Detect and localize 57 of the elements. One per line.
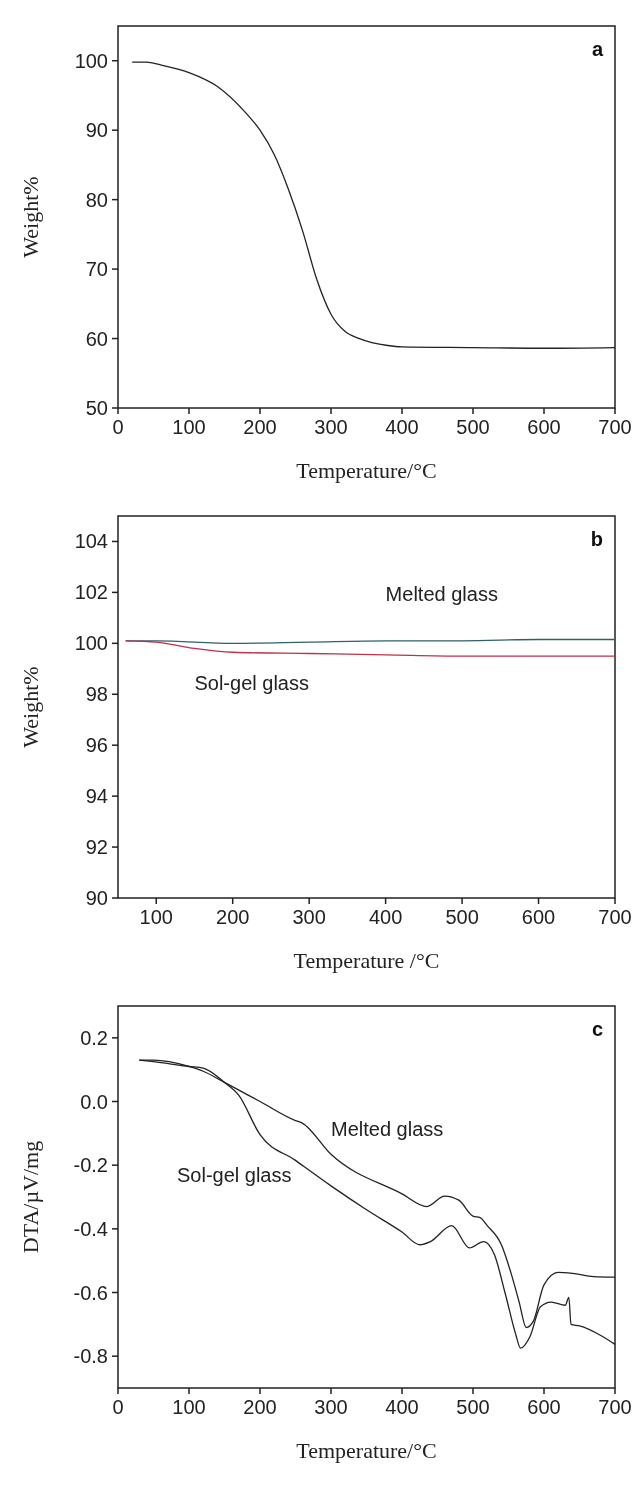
x-axis-title: Temperature /°C (293, 948, 440, 973)
x-tick-label: 500 (456, 416, 490, 438)
annotation: a (591, 38, 604, 60)
y-tick-label: -0.6 (73, 1281, 108, 1304)
y-tick-label: -0.4 (73, 1217, 108, 1240)
x-tick-label: 100 (172, 1396, 206, 1418)
y-tick-label: 104 (74, 530, 108, 553)
y-tick-label: 80 (85, 188, 108, 211)
x-axis-title: Temperature/°C (296, 1438, 437, 1463)
y-tick-label: 60 (85, 327, 108, 350)
y-tick-label: 50 (85, 397, 108, 419)
x-tick-label: 0 (112, 1396, 124, 1418)
series-label: Sol-gel glass (176, 1164, 292, 1187)
y-tick-label: 102 (74, 581, 108, 604)
x-tick-label: 600 (527, 416, 561, 438)
x-tick-label: 700 (598, 906, 632, 928)
x-tick-label: 500 (456, 1396, 490, 1418)
x-tick-label: 200 (216, 906, 250, 928)
y-tick-label: 100 (74, 49, 108, 72)
x-tick-label: 200 (243, 1396, 277, 1418)
y-tick-label: -0.2 (73, 1154, 108, 1177)
x-tick-label: 300 (292, 906, 326, 928)
x-tick-label: 300 (314, 416, 348, 438)
x-tick-label: 700 (598, 416, 632, 438)
y-tick-label: 98 (85, 683, 108, 706)
series-label: Sol-gel glass (194, 672, 309, 695)
y-tick-label: 92 (85, 836, 108, 859)
y-tick-label: 100 (74, 632, 108, 655)
x-tick-label: 400 (368, 906, 403, 928)
x-tick-label: 100 (139, 906, 173, 928)
line-series (125, 640, 616, 657)
y-axis-title: Weight% (18, 666, 43, 748)
y-tick-label: 96 (85, 734, 108, 757)
y-tick-label: 94 (85, 785, 108, 808)
x-tick-label: 400 (385, 416, 419, 438)
y-tick-label: 0.0 (80, 1090, 108, 1113)
x-tick-label: 300 (314, 1396, 348, 1418)
x-axis-title: Temperature/°C (296, 458, 437, 483)
x-tick-label: 600 (521, 906, 556, 928)
annotation: c (591, 1018, 603, 1040)
y-tick-label: 90 (85, 887, 108, 909)
annotation: b (590, 528, 603, 550)
x-tick-label: 0 (112, 416, 124, 438)
x-tick-label: 200 (243, 416, 277, 438)
x-tick-label: 100 (172, 416, 206, 438)
series-label: Melted glass (385, 582, 498, 605)
y-axis-title: Weight% (18, 176, 43, 258)
x-tick-label: 500 (445, 906, 479, 928)
y-tick-label: 0.2 (80, 1026, 108, 1049)
series-label: Melted glass (331, 1118, 444, 1141)
x-tick-label: 700 (598, 1396, 632, 1418)
x-tick-label: 600 (527, 1396, 561, 1418)
x-tick-label: 400 (385, 1396, 419, 1418)
y-tick-label: 70 (85, 258, 108, 281)
y-tick-label: -0.8 (73, 1345, 108, 1368)
y-tick-label: 90 (85, 119, 108, 142)
y-axis-title: DTA/µV/mg (18, 1140, 43, 1254)
